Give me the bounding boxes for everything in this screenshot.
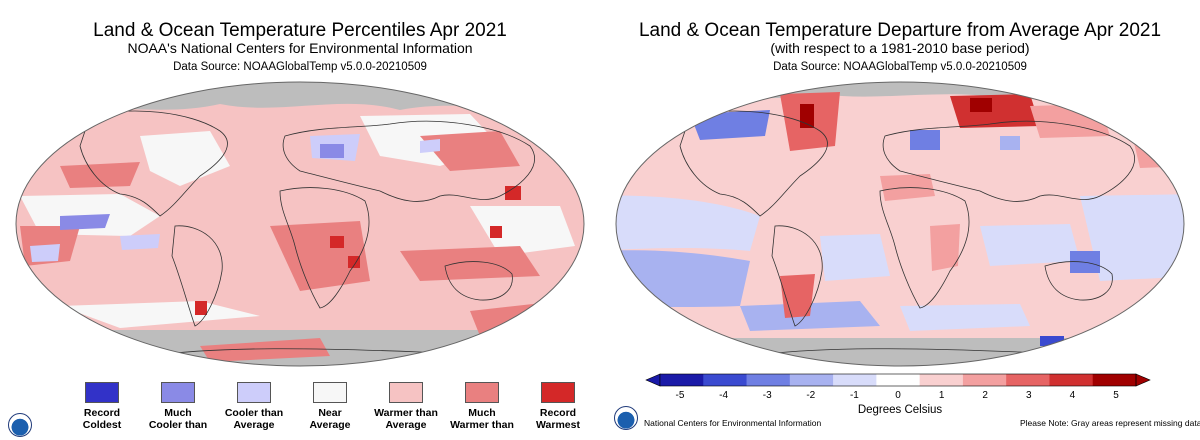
temperature-colorbar (645, 373, 1151, 387)
colorbar-cell (660, 374, 704, 386)
north-america-cold-area (690, 110, 770, 140)
colorbar-cell (962, 374, 1007, 386)
legend-swatch (161, 382, 195, 403)
legend-swatch (465, 382, 499, 403)
colorbar-tick-label: 0 (895, 390, 901, 401)
legend-record-warmest: Record Warmest (518, 382, 598, 431)
percentiles-source: Data Source: NOAAGlobalTemp v5.0.0-20210… (173, 61, 427, 73)
colorbar-tick-label: -2 (806, 390, 816, 401)
colorbar-tick-label: 3 (1026, 390, 1032, 401)
colorbar-cell (1092, 374, 1137, 386)
legend-swatch (237, 382, 271, 403)
colorbar-tick-label: -4 (719, 390, 729, 401)
colorbar-cell (1049, 374, 1094, 386)
footer-note: Please Note: Gray areas represent missin… (1020, 418, 1200, 428)
africa-warm-area (270, 221, 370, 291)
departure-title: Land & Ocean Temperature Departure from … (638, 20, 1162, 41)
percentiles-subtitle: NOAA's National Centers for Environmenta… (127, 40, 473, 56)
colorbar-tick-label: -1 (849, 390, 859, 401)
percentiles-title: Land & Ocean Temperature Percentiles Apr… (93, 20, 507, 41)
colorbar-tick-label: -3 (762, 390, 772, 401)
percentiles-panel: Land & Ocean Temperature Percentiles Apr… (8, 20, 598, 437)
noaa-logo-icon (8, 413, 32, 437)
departure-world-map (615, 81, 1185, 367)
legend-swatch (313, 382, 347, 403)
legend-much-cooler: Much Cooler than (138, 382, 218, 431)
colorbar-cell (833, 374, 877, 386)
legend-warmer: Warmer than Average (366, 382, 446, 431)
colorbar-tick-label: 1 (938, 390, 945, 401)
missing-data-antarctic (616, 338, 1184, 366)
legend-near-average: Near Average (290, 382, 370, 431)
departure-source: Data Source: NOAAGlobalTemp v5.0.0-20210… (773, 61, 1027, 73)
colorbar-cell (919, 374, 964, 386)
colorbar-tick-label: -5 (675, 390, 685, 401)
footer-ncei: National Centers for Environmental Infor… (644, 418, 822, 428)
legend-cooler: Cooler than Average (214, 382, 294, 431)
map-border (615, 81, 1185, 367)
legend-swatch (541, 382, 575, 403)
colorbar-cell (876, 374, 921, 386)
colorbar-label: Degrees Celsius (857, 404, 943, 416)
departure-subtitle: (with respect to a 1981-2010 base period… (770, 40, 1030, 56)
colorbar-tick-label: 2 (982, 390, 988, 401)
departure-panel: Land & Ocean Temperature Departure from … (600, 0, 1200, 440)
colorbar-min-arrow (645, 373, 661, 387)
legend-much-warmer: Much Warmer than (442, 382, 522, 431)
noaa-logo-icon (614, 406, 638, 430)
europe-cold-area (910, 130, 940, 150)
legend-swatch (85, 382, 119, 403)
colorbar-max-arrow (1135, 373, 1151, 387)
colorbar-tick-label: 5 (1113, 390, 1119, 401)
colorbar-cell (1006, 374, 1050, 386)
colorbar-tick-label: 4 (1069, 390, 1076, 401)
legend-record-coldest: Record Coldest (62, 382, 142, 431)
colorbar-cell (746, 374, 791, 386)
continent-coastlines (79, 110, 535, 366)
map-border (15, 81, 585, 367)
colorbar-cell (789, 374, 834, 386)
percentiles-world-map (15, 81, 585, 367)
legend-swatch (389, 382, 423, 403)
colorbar-cell (703, 374, 748, 386)
